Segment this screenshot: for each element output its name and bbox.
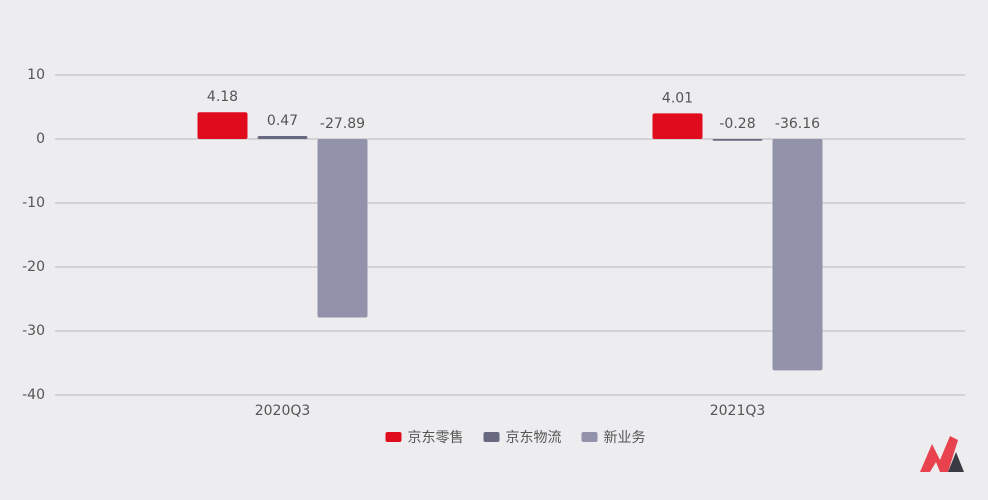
y-tick-label: -20 [22, 259, 45, 275]
y-tick-label: -10 [22, 195, 45, 211]
y-tick-label: -40 [22, 387, 45, 403]
legend-swatch [385, 432, 402, 442]
value-label: -0.28 [719, 116, 755, 132]
bar [317, 139, 368, 318]
logo-dark [948, 452, 964, 472]
value-label: 4.01 [662, 90, 693, 106]
legend-label: 京东物流 [506, 430, 562, 446]
y-tick-label: 0 [36, 131, 45, 147]
y-tick-label: -30 [22, 323, 45, 339]
x-tick-label: 2021Q3 [710, 403, 766, 419]
bar [257, 135, 308, 139]
bar [652, 113, 703, 139]
bar [772, 139, 823, 371]
bar [197, 112, 248, 139]
y-tick-label: 10 [27, 67, 45, 83]
logo-red [920, 436, 958, 472]
legend-label: 京东零售 [408, 430, 464, 446]
logo [920, 436, 964, 472]
bar [712, 139, 763, 141]
x-tick-label: 2020Q3 [255, 403, 311, 419]
value-label: 0.47 [267, 113, 298, 129]
legend-label: 新业务 [604, 430, 646, 446]
legend-swatch [581, 432, 598, 442]
value-label: 4.18 [207, 89, 238, 105]
value-label: -36.16 [775, 116, 820, 132]
value-label: -27.89 [320, 116, 365, 132]
legend-swatch [483, 432, 500, 442]
